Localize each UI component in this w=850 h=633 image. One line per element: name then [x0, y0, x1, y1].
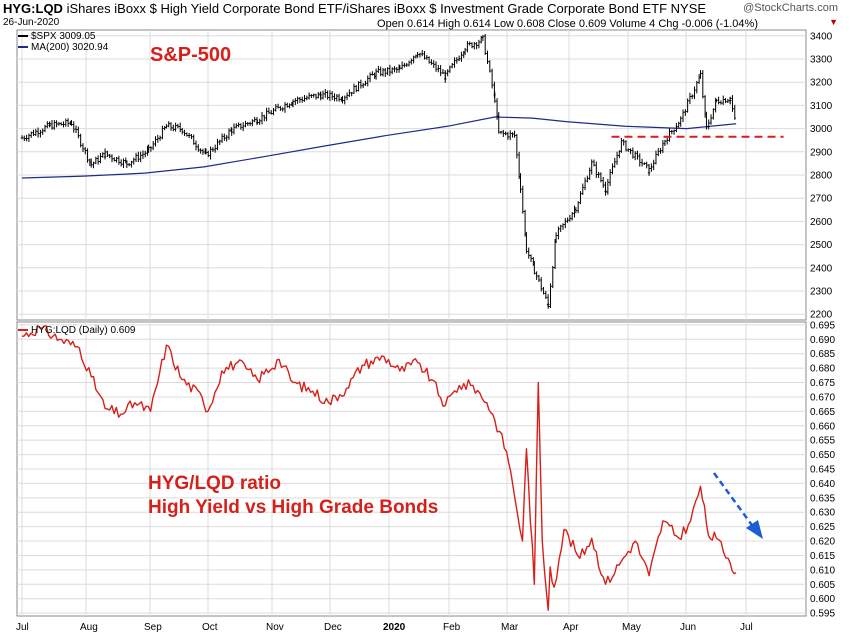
x-tick-label: Jun — [680, 622, 696, 633]
symbol-label: HYG:LQD — [3, 1, 63, 16]
arrow-head — [746, 520, 763, 539]
legend-ratio-swatch — [18, 329, 28, 332]
x-tick-label: Mar — [501, 622, 519, 633]
ratio-annotation-line1: HYG/LQD ratio — [148, 473, 282, 494]
ratio-y-tick-label: 0.645 — [810, 465, 835, 476]
spx-annotation: S&P-500 — [150, 44, 232, 66]
ma200-line — [21, 116, 737, 179]
price-y-tick-label: 3300 — [810, 55, 833, 66]
ratio-annotation: HYG/LQD ratio High Yield vs High Grade B… — [148, 472, 438, 520]
price-y-tick-label: 3200 — [810, 78, 833, 89]
ratio-y-tick-label: 0.630 — [810, 508, 835, 519]
stockcharts-logo[interactable]: @StockCharts.com — [743, 2, 838, 14]
x-tick-label: May — [622, 622, 641, 633]
legend-ratio: HYG:LQD (Daily) 0.609 — [18, 325, 135, 336]
ratio-y-tick-label: 0.615 — [810, 551, 835, 562]
ratio-y-tick-label: 0.610 — [810, 565, 835, 576]
x-tick-label: Feb — [443, 622, 461, 633]
x-tick-label: Jul — [16, 622, 29, 633]
ratio-y-tick-label: 0.690 — [810, 335, 835, 346]
legend-ma-label: MA(200) 3020.94 — [31, 42, 109, 53]
chart-date: 26-Jun-2020 — [3, 17, 60, 28]
x-tick-label: Dec — [324, 622, 342, 633]
ratio-line — [21, 324, 737, 611]
ratio-y-tick-label: 0.640 — [810, 479, 835, 490]
price-y-tick-label: 3400 — [810, 31, 833, 42]
legend-spx-swatch — [18, 35, 28, 38]
price-y-tick-label: 2900 — [810, 147, 833, 158]
price-y-tick-label: 2400 — [810, 263, 833, 274]
ratio-y-tick-label: 0.675 — [810, 378, 835, 389]
price-y-tick-label: 2700 — [810, 194, 833, 205]
x-tick-label: Oct — [202, 622, 218, 633]
quote-line: Open 0.614 High 0.614 Low 0.608 Close 0.… — [377, 18, 758, 30]
price-y-tick-label: 3000 — [810, 124, 833, 135]
x-tick-label: Sep — [144, 622, 162, 633]
ratio-y-tick-label: 0.650 — [810, 450, 835, 461]
price-y-tick-label: 2300 — [810, 287, 833, 298]
ratio-y-tick-label: 0.620 — [810, 537, 835, 548]
ratio-y-tick-label: 0.680 — [810, 364, 835, 375]
price-y-tick-label: 3100 — [810, 101, 833, 112]
ratio-y-tick-label: 0.695 — [810, 320, 835, 331]
legend-ma-swatch — [18, 46, 28, 49]
x-tick-label: Nov — [266, 622, 284, 633]
ratio-y-tick-label: 0.605 — [810, 580, 835, 591]
spx-ohlc-bars — [20, 33, 737, 309]
chart-title: HYG:LQD iShares iBoxx $ High Yield Corpo… — [3, 1, 706, 16]
price-y-tick-label: 2500 — [810, 240, 833, 251]
ratio-y-tick-label: 0.600 — [810, 594, 835, 605]
ratio-y-tick-label: 0.665 — [810, 407, 835, 418]
ratio-y-tick-label: 0.685 — [810, 349, 835, 360]
ratio-annotation-line2: High Yield vs High Grade Bonds — [148, 497, 439, 518]
x-tick-label: Jul — [740, 622, 753, 633]
x-tick-label: Apr — [563, 622, 579, 633]
price-y-tick-label: 2800 — [810, 171, 833, 182]
ratio-y-tick-label: 0.625 — [810, 522, 835, 533]
ratio-y-tick-label: 0.655 — [810, 436, 835, 447]
legend-ratio-label: HYG:LQD (Daily) 0.609 — [31, 325, 136, 336]
ratio-y-tick-label: 0.670 — [810, 392, 835, 403]
ratio-y-tick-label: 0.635 — [810, 493, 835, 504]
ratio-y-tick-label: 0.660 — [810, 421, 835, 432]
legend-spx: $SPX 3009.05 — [18, 31, 96, 42]
x-tick-label: Aug — [80, 622, 98, 633]
price-y-tick-label: 2200 — [810, 310, 833, 321]
change-down-icon: ▼ — [829, 17, 838, 27]
legend-spx-label: $SPX 3009.05 — [31, 31, 96, 42]
symbol-description: iShares iBoxx $ High Yield Corporate Bon… — [66, 1, 707, 16]
legend-ma: MA(200) 3020.94 — [18, 42, 108, 53]
arrow-shaft — [712, 472, 756, 529]
x-tick-label: 2020 — [383, 622, 406, 633]
price-y-tick-label: 2600 — [810, 217, 833, 228]
ratio-y-tick-label: 0.595 — [810, 609, 835, 620]
downtrend-arrow — [712, 472, 763, 539]
